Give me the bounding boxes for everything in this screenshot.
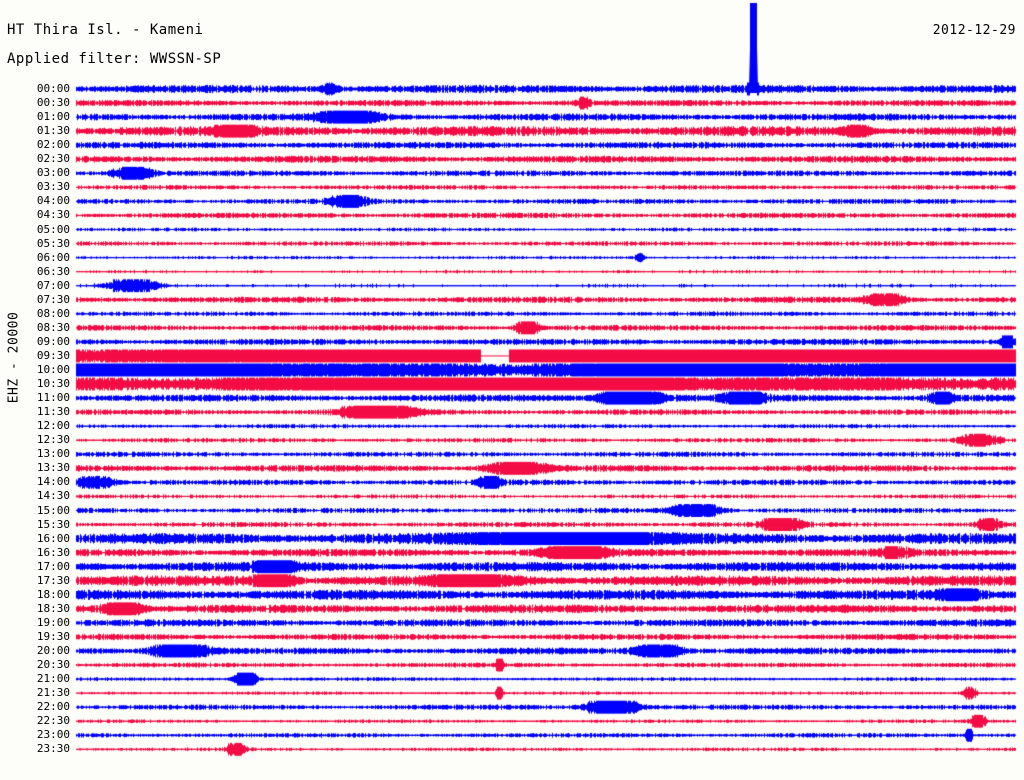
time-label: 03:30 (36, 180, 70, 194)
time-label: 18:00 (36, 587, 70, 601)
time-label: 21:30 (36, 686, 70, 700)
time-label: 04:00 (36, 194, 70, 208)
time-label: 20:00 (36, 644, 70, 657)
time-label: 19:00 (36, 615, 70, 629)
time-label: 10:30 (36, 377, 70, 391)
time-label: 00:30 (36, 96, 70, 110)
time-label: 03:00 (36, 166, 70, 180)
time-label: 12:30 (36, 433, 70, 447)
time-label: 13:30 (36, 461, 70, 475)
time-label: 06:30 (36, 264, 70, 278)
channel-axis-label: EHZ - 20000 (6, 311, 22, 404)
time-label: 01:00 (36, 110, 70, 124)
time-label: 07:00 (36, 278, 70, 292)
time-label: 02:30 (36, 152, 70, 166)
time-label: 20:30 (36, 658, 70, 672)
time-label: 08:30 (36, 320, 70, 334)
time-label: 15:30 (36, 517, 70, 531)
time-label: 12:00 (36, 419, 70, 433)
time-label: 00:00 (36, 82, 70, 95)
time-label: 11:30 (36, 405, 70, 419)
time-label: 23:00 (36, 728, 70, 742)
time-label: 17:30 (36, 573, 70, 587)
time-label: 21:00 (36, 672, 70, 686)
time-label: 02:00 (36, 138, 70, 152)
time-label: 01:30 (36, 124, 70, 138)
time-label: 10:00 (36, 363, 70, 376)
applied-filter-label: Applied filter: WWSSN-SP (7, 51, 222, 67)
time-label: 06:00 (36, 250, 70, 264)
time-label: 05:00 (36, 222, 70, 236)
time-label: 13:00 (36, 447, 70, 461)
time-label: 16:30 (36, 545, 70, 559)
time-label: 14:30 (36, 489, 70, 503)
time-label: 16:00 (36, 531, 70, 545)
time-label: 19:30 (36, 629, 70, 643)
page-title: HT Thira Isl. - Kameni (7, 22, 204, 38)
time-label: 18:30 (36, 601, 70, 615)
time-label: 22:30 (36, 714, 70, 728)
time-label: 04:30 (36, 208, 70, 222)
date-label: 2012-12-29 (932, 23, 1016, 38)
time-label: 17:00 (36, 559, 70, 573)
time-label: 14:00 (36, 475, 70, 489)
time-label: 15:00 (36, 503, 70, 517)
time-label: 08:00 (36, 306, 70, 320)
time-label: 23:30 (36, 742, 70, 756)
time-label: 09:30 (36, 348, 70, 362)
time-label: 22:00 (36, 700, 70, 714)
time-label: 11:00 (36, 391, 70, 405)
time-label: 05:30 (36, 236, 70, 250)
time-label: 09:00 (36, 334, 70, 348)
time-label: 07:30 (36, 292, 70, 306)
